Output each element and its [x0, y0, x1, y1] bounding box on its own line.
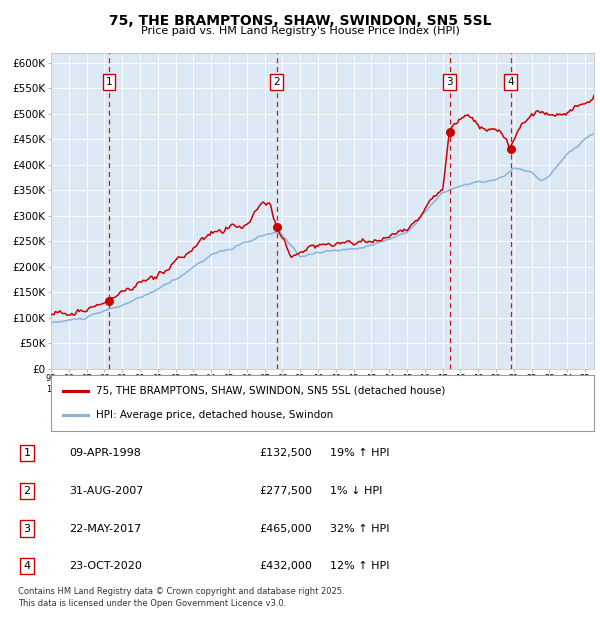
Text: 4: 4	[23, 561, 31, 572]
Text: £465,000: £465,000	[259, 523, 312, 534]
Text: 2: 2	[273, 77, 280, 87]
Text: 3: 3	[23, 523, 31, 534]
Text: 2: 2	[23, 485, 31, 496]
Text: 1: 1	[106, 77, 113, 87]
Text: 12% ↑ HPI: 12% ↑ HPI	[330, 561, 389, 572]
Text: HPI: Average price, detached house, Swindon: HPI: Average price, detached house, Swin…	[95, 410, 333, 420]
Text: 09-APR-1998: 09-APR-1998	[69, 448, 141, 458]
Text: 19% ↑ HPI: 19% ↑ HPI	[330, 448, 389, 458]
Text: 1% ↓ HPI: 1% ↓ HPI	[330, 485, 382, 496]
Text: Price paid vs. HM Land Registry's House Price Index (HPI): Price paid vs. HM Land Registry's House …	[140, 26, 460, 36]
Text: 75, THE BRAMPTONS, SHAW, SWINDON, SN5 5SL (detached house): 75, THE BRAMPTONS, SHAW, SWINDON, SN5 5S…	[95, 386, 445, 396]
Text: Contains HM Land Registry data © Crown copyright and database right 2025.
This d: Contains HM Land Registry data © Crown c…	[18, 587, 344, 608]
Text: £277,500: £277,500	[259, 485, 312, 496]
Text: 3: 3	[446, 77, 453, 87]
Text: £132,500: £132,500	[259, 448, 312, 458]
Text: 75, THE BRAMPTONS, SHAW, SWINDON, SN5 5SL: 75, THE BRAMPTONS, SHAW, SWINDON, SN5 5S…	[109, 14, 491, 28]
Text: £432,000: £432,000	[259, 561, 312, 572]
Text: 1: 1	[23, 448, 31, 458]
Text: 31-AUG-2007: 31-AUG-2007	[69, 485, 143, 496]
Text: 32% ↑ HPI: 32% ↑ HPI	[330, 523, 389, 534]
Text: 23-OCT-2020: 23-OCT-2020	[69, 561, 142, 572]
Text: 4: 4	[507, 77, 514, 87]
Text: 22-MAY-2017: 22-MAY-2017	[69, 523, 141, 534]
